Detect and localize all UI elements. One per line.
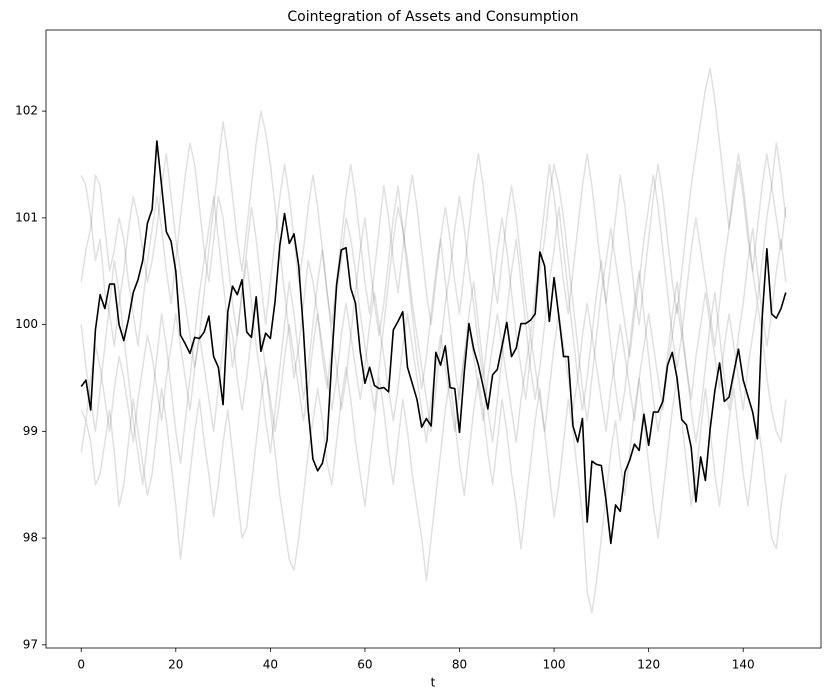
y-tick-label: 100 [15,317,38,331]
x-tick-label: 20 [168,658,183,672]
axes-frame [45,29,822,649]
y-tick-label: 98 [23,531,38,545]
x-tick-label: 80 [452,658,467,672]
series-line [80,67,787,347]
y-tick-label: 102 [15,104,38,118]
y-tick-label: 97 [23,637,38,651]
x-tick-label: 0 [77,658,85,672]
x-tick-label: 100 [543,658,566,672]
chart-title: Cointegration of Assets and Consumption [287,9,578,25]
x-axis-label: t [431,676,436,690]
x-tick-label: 60 [357,658,372,672]
y-tick-label: 99 [23,424,38,438]
x-tick-label: 140 [732,658,755,672]
x-tick-label: 40 [263,658,278,672]
plot-area [80,67,787,614]
y-tick-label: 101 [15,210,38,224]
series-line [80,366,787,614]
series-line [80,185,787,486]
series-line [80,140,787,545]
series-line [80,110,787,433]
x-tick-label: 120 [637,658,660,672]
